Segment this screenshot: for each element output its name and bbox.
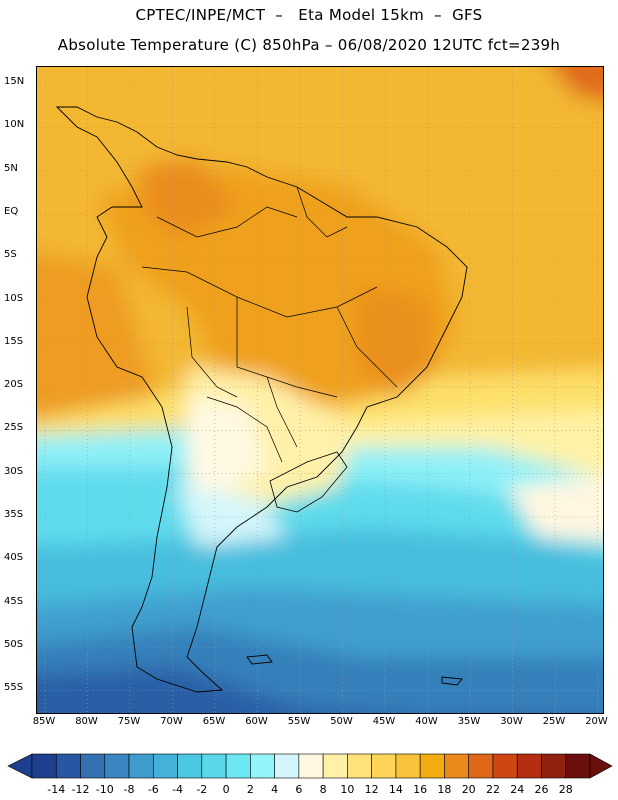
colorbar-swatch xyxy=(153,753,178,779)
colorbar-swatch xyxy=(516,753,542,779)
colorbar-swatch xyxy=(31,753,57,779)
lat-label: EQ xyxy=(4,205,19,217)
lat-label: 45S xyxy=(4,595,24,607)
colorbar-swatch xyxy=(322,753,348,779)
colorbar-swatch xyxy=(492,753,518,779)
colorbar-swatch xyxy=(201,753,227,779)
colorbar-label: -8 xyxy=(123,783,135,796)
colorbar-swatch xyxy=(274,753,300,779)
lon-label: 45W xyxy=(372,716,396,727)
lon-label: 30W xyxy=(500,716,523,727)
colorbar-label: 12 xyxy=(364,783,379,796)
lon-label: 25W xyxy=(542,716,566,727)
lat-label: 55S xyxy=(4,682,24,694)
colorbar-label: -2 xyxy=(196,783,208,796)
coastline xyxy=(55,106,468,693)
lat-label: 50S xyxy=(4,638,24,650)
colorbar-swatch xyxy=(468,753,494,779)
lon-label: 70W xyxy=(160,716,183,727)
colorbar-label: -14 xyxy=(47,783,66,796)
lat-label: 15N xyxy=(4,76,25,87)
lon-label: 60W xyxy=(245,716,268,727)
lat-label: 5N xyxy=(4,162,18,174)
colorbar-swatch xyxy=(298,753,324,779)
lon-label: 35W xyxy=(457,716,481,727)
colorbar-label: -12 xyxy=(71,783,90,796)
colorbar-min-arrow xyxy=(7,753,33,779)
country-borders xyxy=(141,186,398,463)
colorbar-swatch xyxy=(541,753,567,779)
colorbar-swatch xyxy=(80,753,106,779)
colorbar-label: -10 xyxy=(95,783,114,796)
colorbar-swatch xyxy=(347,753,372,779)
colorbar-label: 6 xyxy=(295,783,303,796)
lat-label: 10S xyxy=(4,292,24,304)
lat-label: 15S xyxy=(4,335,24,347)
lon-label: 55W xyxy=(287,716,311,727)
colorbar-label: 18 xyxy=(437,783,452,796)
colorbar-label: 0 xyxy=(222,783,230,796)
lon-label: 75W xyxy=(117,716,141,727)
colorbar-swatch xyxy=(565,753,591,779)
colorbar-max-arrow xyxy=(589,753,613,779)
lat-label: 30S xyxy=(4,465,24,477)
temperature-map[interactable] xyxy=(36,66,604,714)
colorbar-swatch xyxy=(225,753,251,779)
colorbar-label: 14 xyxy=(388,783,403,796)
colorbar xyxy=(7,753,613,779)
lon-label: 20W xyxy=(585,716,608,727)
colorbar-label: -4 xyxy=(172,783,184,796)
title-line-1: CPTEC/INPE/MCT – Eta Model 15km – GFS xyxy=(135,6,483,24)
colorbar-label: 26 xyxy=(534,783,549,796)
lat-label: 35S xyxy=(4,509,24,520)
colorbar-label: 4 xyxy=(271,783,279,796)
colorbar-label: 24 xyxy=(510,783,525,796)
lon-label: 85W xyxy=(32,716,56,727)
lat-label: 5S xyxy=(4,249,17,261)
colorbar-label: -6 xyxy=(147,783,159,796)
lat-label: 10N xyxy=(4,119,25,131)
lat-label: 25S xyxy=(4,422,24,434)
lon-label: 80W xyxy=(75,716,98,727)
colorbar-label: 16 xyxy=(413,783,428,796)
lat-label: 40S xyxy=(4,552,24,564)
lon-label: 50W xyxy=(330,716,353,727)
title-line-2: Absolute Temperature (C) 850hPa – 06/08/… xyxy=(57,36,561,54)
colorbar-label: 22 xyxy=(485,783,500,796)
colorbar-swatch xyxy=(55,753,81,779)
colorbar-label: 10 xyxy=(340,783,355,796)
colorbar-swatch xyxy=(104,753,130,779)
lat-label: 20S xyxy=(4,379,24,391)
colorbar-label: 28 xyxy=(558,783,573,796)
colorbar-swatch xyxy=(371,753,397,779)
colorbar-swatch xyxy=(444,753,469,779)
lon-label: 40W xyxy=(415,716,438,727)
colorbar-swatch xyxy=(177,753,203,779)
colorbar-swatch xyxy=(128,753,154,779)
colorbar-label: 20 xyxy=(461,783,476,796)
lon-label: 65W xyxy=(202,716,226,727)
colorbar-swatch xyxy=(250,753,275,779)
map-canvas xyxy=(37,67,603,713)
colorbar-label: 2 xyxy=(246,783,254,796)
colorbar-label: 8 xyxy=(319,783,327,796)
colorbar-swatch xyxy=(419,753,445,779)
temperature-field xyxy=(37,67,603,713)
colorbar-swatch xyxy=(395,753,421,779)
